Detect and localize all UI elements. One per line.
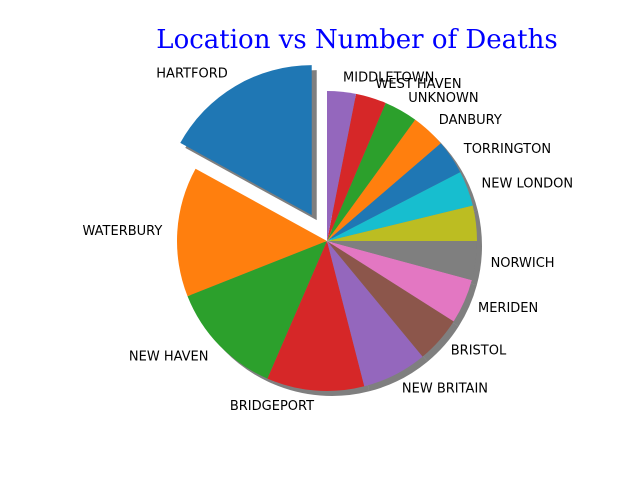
slice-label-west-haven: WEST HAVEN (376, 77, 462, 92)
slice-label-meriden: MERIDEN (478, 301, 538, 316)
pie-slice-unlabeled-8 (327, 205, 477, 241)
slice-labels: HARTFORD WATERBURY NEW HAVEN BRIDGEPORT NEW … (83, 67, 574, 414)
pie-slice-waterbury (177, 168, 327, 297)
slice-label-new-haven: NEW HAVEN (129, 349, 209, 364)
slice-label-new-london: NEW LONDON (482, 177, 574, 192)
slice-label-torrington: TORRINGTON (463, 142, 551, 157)
pie-slice-meriden (327, 241, 472, 322)
slice-label-bristol: BRISTOL (451, 344, 507, 359)
pie-slice-bridgeport (267, 241, 365, 392)
slice-label-unknown: UNKNOWN (408, 91, 478, 106)
pie-slice-hartford (180, 65, 312, 216)
slice-label-bridgeport: BRIDGEPORT (230, 399, 314, 414)
pie-slice-new-london (327, 172, 473, 241)
slice-label-hartford: HARTFORD (156, 67, 227, 82)
pie-slice-new-britain (327, 241, 423, 387)
slice-label-new-britain: NEW BRITAIN (402, 382, 488, 397)
pie-slice-west-haven (327, 93, 386, 241)
chart-title: Location vs Number of Deaths (156, 25, 557, 55)
pie-slice-torrington (327, 143, 461, 241)
slice-label-waterbury: WATERBURY (83, 224, 163, 239)
pie-slice-middletown (327, 91, 357, 241)
slice-label-norwich: NORWICH (491, 256, 555, 271)
pie-slices (177, 65, 477, 392)
slice-label-middletown: MIDDLETOWN (343, 70, 434, 85)
pie-slice-norwich (327, 241, 477, 281)
pie-slice-unknown (327, 102, 416, 241)
slice-label-danbury: DANBURY (439, 113, 502, 128)
pie-slice-bristol (327, 241, 454, 357)
pie-slice-danbury (327, 119, 441, 241)
pie-slice-new-haven (187, 241, 327, 379)
